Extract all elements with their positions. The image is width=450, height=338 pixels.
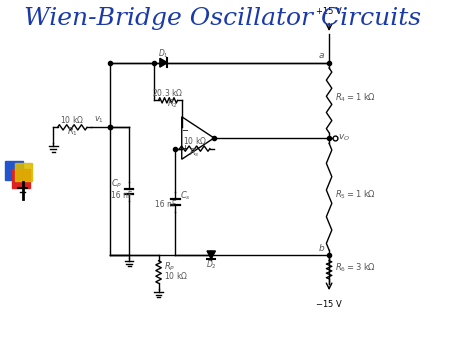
Bar [5,162,23,180]
Text: $R_s$: $R_s$ [189,146,200,159]
Text: $+$: $+$ [181,143,189,152]
Text: 20.3 k$\Omega$: 20.3 k$\Omega$ [153,87,184,98]
Text: $R_4 = 1\ \mathrm{k}\Omega$: $R_4 = 1\ \mathrm{k}\Omega$ [334,92,376,104]
Text: $-$15 V: $-$15 V [315,298,343,309]
Text: 16 nF: 16 nF [112,191,133,200]
Text: $v_1$: $v_1$ [94,115,104,125]
Text: $R_5 = 1\ \mathrm{k}\Omega$: $R_5 = 1\ \mathrm{k}\Omega$ [334,188,376,201]
Text: $C_P$: $C_P$ [112,178,123,190]
Text: $v_O$: $v_O$ [338,133,351,143]
Text: $C_s$: $C_s$ [180,190,191,202]
Text: $D_2$: $D_2$ [206,259,216,271]
Text: $b$: $b$ [318,242,325,253]
Text: $R_1$: $R_1$ [67,125,78,138]
Text: +15 V: +15 V [316,7,342,16]
Text: $D_1$: $D_1$ [158,48,169,61]
Text: $-$: $-$ [181,124,189,133]
Text: Wien-Bridge Oscillator Circuits: Wien-Bridge Oscillator Circuits [24,7,421,30]
Text: $R_2$: $R_2$ [167,98,178,111]
Bar [13,169,30,188]
Polygon shape [160,58,167,67]
Text: $a$: $a$ [318,51,325,60]
Text: 10 k$\Omega$: 10 k$\Omega$ [60,114,84,125]
Text: 10 k$\Omega$: 10 k$\Omega$ [183,135,207,146]
Polygon shape [207,251,216,259]
Bar [14,163,32,182]
Text: 10 k$\Omega$: 10 k$\Omega$ [164,270,188,281]
Text: 16 nF: 16 nF [155,200,176,209]
Text: $R_6 = 3\ \mathrm{k}\Omega$: $R_6 = 3\ \mathrm{k}\Omega$ [334,261,376,274]
Text: $R_P$: $R_P$ [164,261,175,273]
